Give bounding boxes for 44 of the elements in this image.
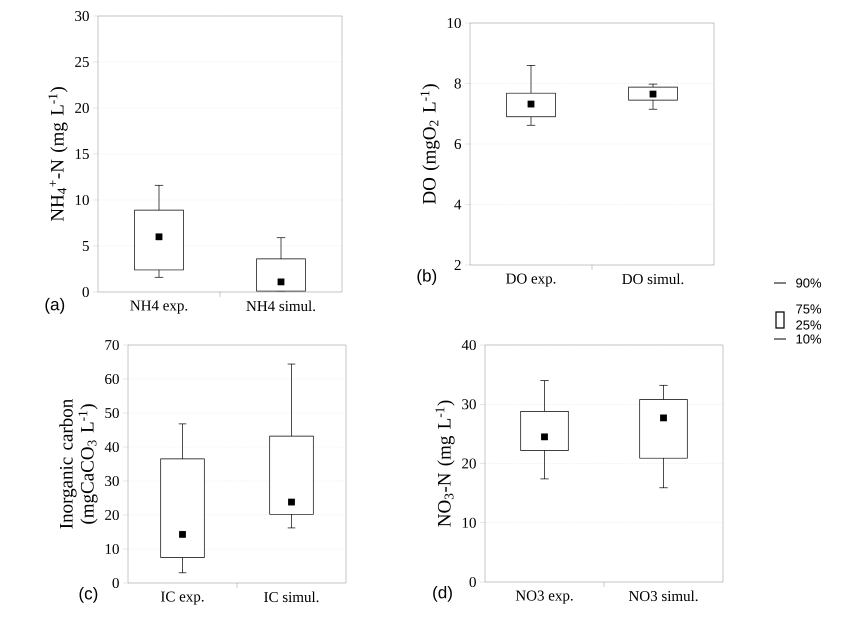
y-tick-label: 40 bbox=[104, 442, 119, 452]
x-tick-label: DO exp. bbox=[506, 274, 556, 287]
y-tick-label: 30 bbox=[462, 399, 476, 410]
y-tick-label: 2 bbox=[454, 260, 461, 270]
y-tick-label: 10 bbox=[448, 18, 461, 28]
text: (c) bbox=[80, 586, 98, 603]
x-tick-label: IC simul. bbox=[264, 592, 318, 602]
text: (b) bbox=[417, 269, 436, 286]
y-tick-label: 20 bbox=[462, 458, 476, 469]
y-tick-label: 5 bbox=[82, 241, 89, 251]
y-tick-label: 10 bbox=[462, 518, 476, 528]
text: 90% bbox=[796, 278, 822, 288]
y-tick-label: 10 bbox=[106, 544, 119, 554]
x-tick-label: IC exp. bbox=[160, 592, 204, 605]
x-tick-label: NO3 exp. bbox=[516, 590, 573, 604]
text: 75% bbox=[796, 304, 822, 314]
text: 25% bbox=[796, 320, 822, 330]
y-tick-label: 6 bbox=[454, 138, 462, 150]
y-tick-label: 0 bbox=[112, 578, 119, 588]
y-tick-label: 25 bbox=[75, 56, 89, 68]
y-tick-label: 0 bbox=[82, 286, 89, 298]
x-tick-label: NO3 simul. bbox=[628, 590, 698, 602]
y-axis-title: NH$_{4}$$^{+}$-N (mg L$^{-1}$) bbox=[48, 87, 68, 222]
text: 10% bbox=[796, 334, 822, 344]
y-tick-label: 40 bbox=[462, 340, 476, 350]
y-tick-label: 60 bbox=[105, 374, 119, 384]
y-axis-title: NO$_{3}$-N (mg L$^{-1}$) bbox=[435, 400, 455, 527]
x-tick-label: NH4 exp. bbox=[130, 300, 188, 314]
y-tick-label: 10 bbox=[76, 194, 89, 206]
y-tick-label: 8 bbox=[454, 78, 461, 89]
text: (a) bbox=[45, 298, 64, 314]
y-tick-label: 50 bbox=[105, 408, 119, 418]
y-tick-label: 30 bbox=[75, 10, 89, 22]
y-tick-label: 20 bbox=[105, 510, 119, 520]
y-tick-label: 20 bbox=[75, 102, 89, 114]
text: (d) bbox=[433, 586, 452, 602]
y-tick-label: 30 bbox=[105, 476, 119, 486]
y-tick-label: 4 bbox=[454, 200, 462, 210]
y-tick-label: 15 bbox=[76, 148, 89, 160]
y-tick-label: 0 bbox=[470, 576, 476, 588]
x-tick-label: NH4 simul. bbox=[246, 300, 315, 312]
x-tick-label: DO simul. bbox=[622, 274, 684, 284]
y-axis-title: DO (mgO$_{2}$ L$^{-1}$) bbox=[420, 84, 440, 204]
y-tick-label: 70 bbox=[105, 340, 119, 350]
